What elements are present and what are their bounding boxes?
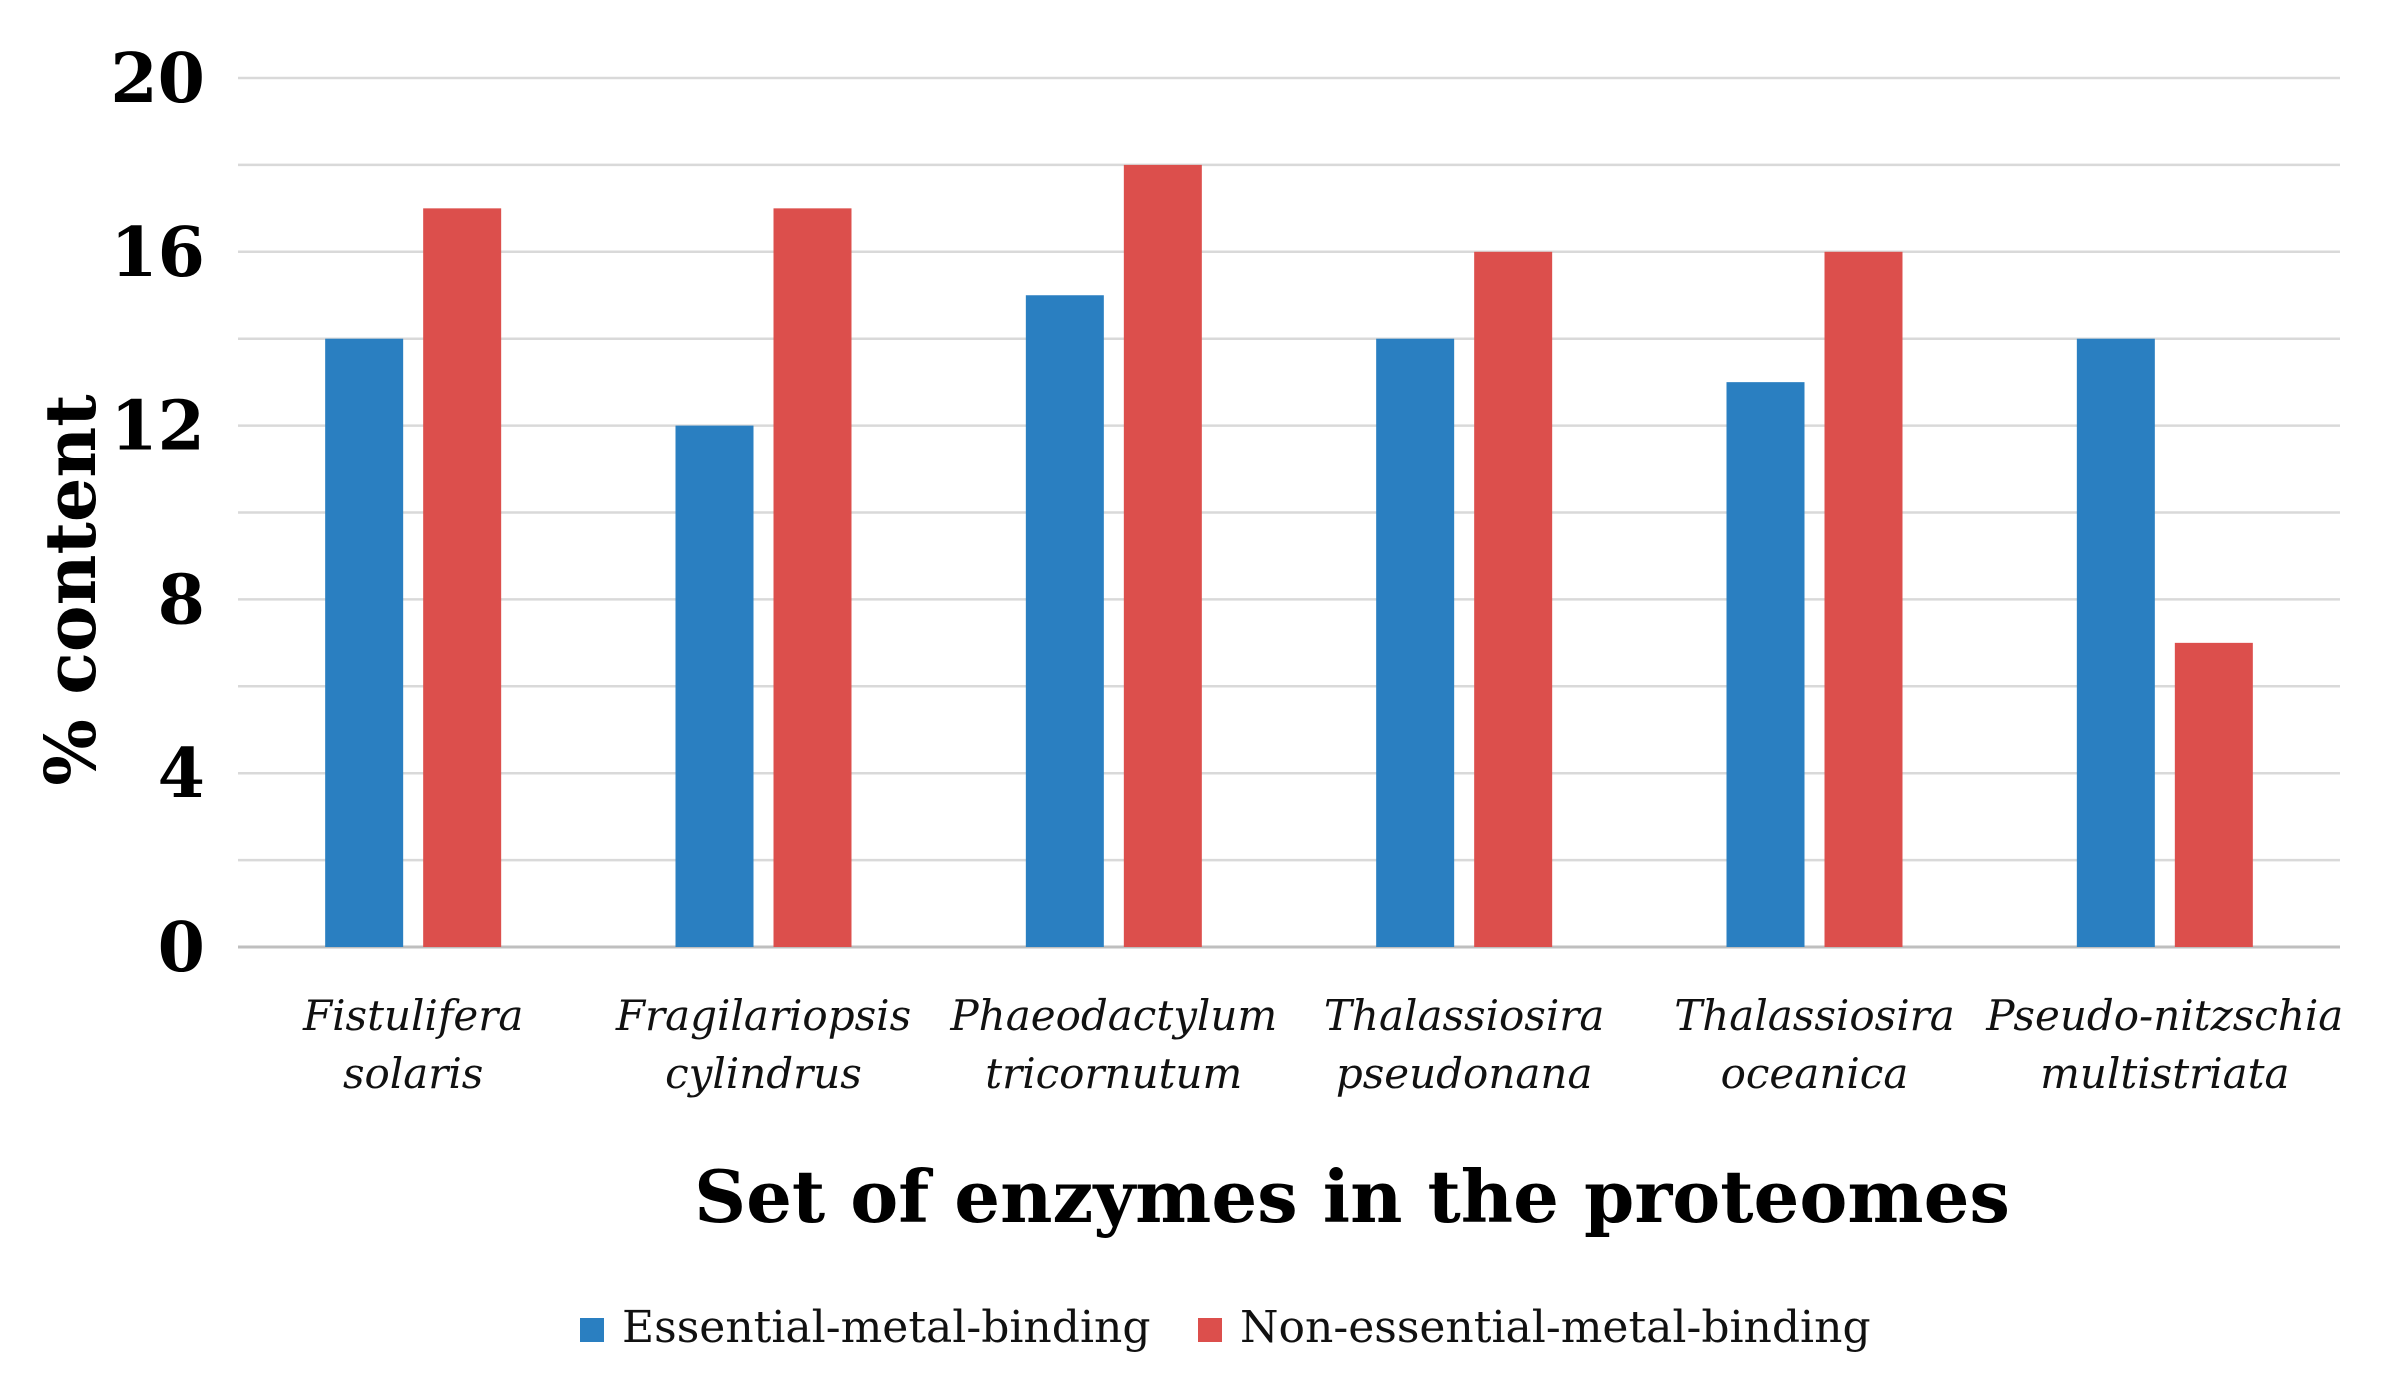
y-tick-label: 0 — [158, 908, 205, 988]
bar-non-essential-metal-binding-0 — [423, 208, 502, 948]
bar-non-essential-metal-binding-1 — [773, 208, 852, 948]
x-category-label: solaris — [343, 1049, 483, 1098]
bar-essential-metal-binding-3 — [1376, 338, 1455, 947]
x-category-label: Phaeodactylum — [949, 991, 1277, 1040]
y-tick-label: 20 — [110, 39, 205, 119]
legend-label: Essential-metal-binding — [622, 1302, 1151, 1353]
x-category-label: cylindrus — [665, 1049, 862, 1098]
bar-essential-metal-binding-0 — [325, 338, 404, 947]
legend-swatch — [1198, 1318, 1222, 1342]
y-axis-title: % content — [29, 394, 112, 785]
x-category-label: Thalassiosira — [1324, 991, 1605, 1040]
bar-essential-metal-binding-4 — [1726, 382, 1805, 947]
x-category-label: tricornutum — [985, 1049, 1242, 1098]
bar-non-essential-metal-binding-5 — [2174, 642, 2253, 947]
x-category-label: oceanica — [1721, 1049, 1909, 1098]
legend-label: Non-essential-metal-binding — [1240, 1302, 1871, 1353]
bar-non-essential-metal-binding-3 — [1474, 251, 1553, 948]
bar-non-essential-metal-binding-4 — [1824, 251, 1903, 948]
legend: Essential-metal-binding Non-essential-met… — [580, 1302, 1871, 1353]
bars — [325, 164, 2253, 948]
x-category-label: Fistulifera — [302, 991, 523, 1040]
y-axis-ticks: 0 4 8 12 16 20 — [110, 39, 205, 988]
y-tick-label: 8 — [158, 560, 205, 640]
x-category-label: Thalassiosira — [1674, 991, 1955, 1040]
y-tick-label: 4 — [158, 734, 205, 814]
legend-swatch — [580, 1318, 604, 1342]
x-category-label: multistriata — [2040, 1049, 2290, 1098]
bar-essential-metal-binding-1 — [675, 425, 754, 948]
x-category-label: pseudonana — [1336, 1049, 1593, 1098]
gridlines — [238, 76, 2340, 949]
y-tick-label: 12 — [110, 387, 205, 467]
x-category-label: Pseudo-nitzschia — [1985, 991, 2343, 1040]
bar-non-essential-metal-binding-2 — [1123, 164, 1202, 947]
x-axis-categories: Fistulifera solaris Fragilariopsis cylindru… — [302, 991, 2343, 1098]
y-tick-label: 16 — [110, 213, 205, 293]
bar-essential-metal-binding-2 — [1025, 295, 1104, 947]
bar-essential-metal-binding-5 — [2076, 338, 2155, 947]
x-category-label: Fragilariopsis — [615, 991, 911, 1040]
x-axis-title: Set of enzymes in the proteomes — [694, 1154, 2010, 1239]
